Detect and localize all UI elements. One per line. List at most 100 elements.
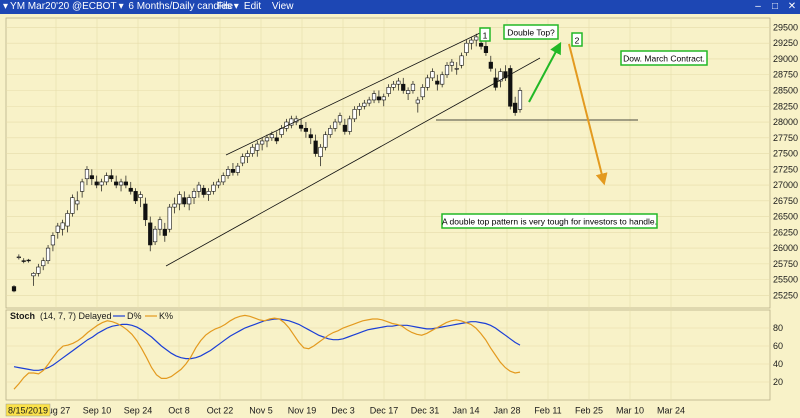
time-tick-label: Oct 8	[168, 406, 190, 416]
annotation-box-note	[441, 213, 658, 229]
time-tick-label: Mar 24	[657, 406, 685, 416]
menu-file[interactable]: File	[217, 1, 234, 12]
candle	[201, 185, 206, 198]
candle	[138, 191, 143, 208]
candle	[172, 197, 177, 214]
candle	[425, 74, 430, 91]
symbol-label[interactable]: YM Mar20'20 @ECBOT	[10, 1, 117, 12]
candle-body	[177, 194, 182, 205]
candle	[352, 106, 357, 123]
candle-body	[381, 96, 386, 101]
price-tick-label: 25250	[773, 290, 798, 300]
candle-body	[143, 203, 148, 221]
candle	[31, 272, 36, 286]
candle-body	[187, 197, 192, 205]
candle-body	[182, 197, 187, 205]
price-tick-label: 29000	[773, 54, 798, 64]
annotation-1: 1	[483, 31, 488, 41]
candle-body	[70, 197, 75, 214]
candle-body	[206, 191, 211, 195]
candle-body	[16, 256, 21, 259]
candle-body	[459, 55, 464, 66]
stoch-grid	[6, 310, 770, 400]
candle	[313, 134, 318, 157]
time-tick-label: Feb 25	[575, 406, 603, 416]
candle	[104, 172, 109, 186]
candle-body	[201, 187, 206, 195]
candle-body	[376, 96, 382, 101]
candle-body	[104, 175, 109, 183]
candle-body	[420, 87, 425, 98]
lower-channel-line	[165, 57, 541, 267]
candle-body	[488, 61, 493, 69]
candle-body	[225, 169, 231, 176]
candle	[157, 216, 163, 236]
candle	[469, 36, 474, 50]
price-tick-label: 27750	[773, 133, 798, 143]
candle	[289, 115, 294, 129]
candle	[21, 258, 26, 264]
start-date-badge	[5, 403, 51, 417]
candle-body	[245, 153, 250, 157]
candle-body	[21, 260, 26, 262]
stoch-tick-label: 40	[773, 359, 783, 369]
candle-body	[152, 228, 158, 243]
candle-body	[84, 169, 90, 180]
candle-body	[128, 187, 133, 192]
price-tick-label: 26000	[773, 243, 798, 253]
candle	[152, 226, 158, 245]
price-tick-label: 26500	[773, 212, 798, 222]
chart-title: ▾ YM Mar20'20 @ECBOT ▾ 6 Months/Daily cand…	[3, 0, 241, 14]
annotation-double-top: Double Top?	[507, 28, 555, 38]
candle-body	[94, 181, 99, 186]
candle	[60, 219, 65, 236]
candle-body	[50, 235, 56, 246]
title-bar: ▾ YM Mar20'20 @ECBOT ▾ 6 Months/Daily cand…	[0, 0, 800, 14]
time-tick-label: Sep 10	[83, 406, 112, 416]
candle	[167, 203, 172, 233]
candle-body	[211, 184, 216, 192]
candles	[11, 33, 523, 293]
candle-body	[478, 42, 484, 47]
candle-body	[513, 102, 518, 113]
candle	[508, 65, 513, 110]
annotation-box-contract	[620, 50, 708, 66]
candle-body	[308, 134, 313, 139]
candle-body	[347, 118, 352, 132]
candle	[513, 96, 518, 116]
stoch-pane	[5, 309, 771, 401]
candle	[128, 181, 133, 195]
candle	[143, 197, 148, 227]
candle	[187, 194, 192, 211]
candle	[405, 87, 411, 100]
menu-view[interactable]: View	[271, 1, 294, 12]
candle	[250, 144, 255, 157]
candle	[114, 175, 119, 189]
stoch-title: Stoch	[10, 311, 35, 321]
price-tick-label: 25500	[773, 275, 798, 285]
candle-body	[138, 194, 143, 198]
minimize-icon[interactable]: –	[755, 1, 761, 12]
stoch-axis: 20 40 60 80	[773, 323, 783, 387]
candle	[65, 210, 70, 233]
time-tick-label: Aug 27	[42, 406, 71, 416]
candle-body	[303, 128, 309, 132]
candle-body	[162, 228, 167, 236]
candle-body	[255, 143, 260, 151]
price-axis: 25250 25500 25750 26000 26250 26500 26750 27000…	[773, 22, 798, 300]
chart-area: 25250 25500 25750 26000 26250 26500 26750 27000…	[5, 17, 798, 417]
close-icon[interactable]: ✕	[787, 1, 797, 12]
candle-body	[371, 93, 377, 101]
candle-body	[99, 181, 104, 186]
time-tick-label: Feb 11	[534, 406, 561, 416]
candle	[371, 90, 377, 104]
candle	[303, 122, 309, 138]
period-label[interactable]: 6 Months/Daily candles	[128, 1, 232, 12]
triangle-down-icon: ▾	[3, 1, 9, 12]
candle-body	[55, 225, 60, 233]
candle-body	[11, 286, 17, 292]
maximize-icon[interactable]: □	[771, 1, 779, 12]
candle	[26, 258, 31, 263]
annotation-box-double-top	[503, 24, 559, 40]
menu-edit[interactable]: Edit	[243, 1, 262, 12]
